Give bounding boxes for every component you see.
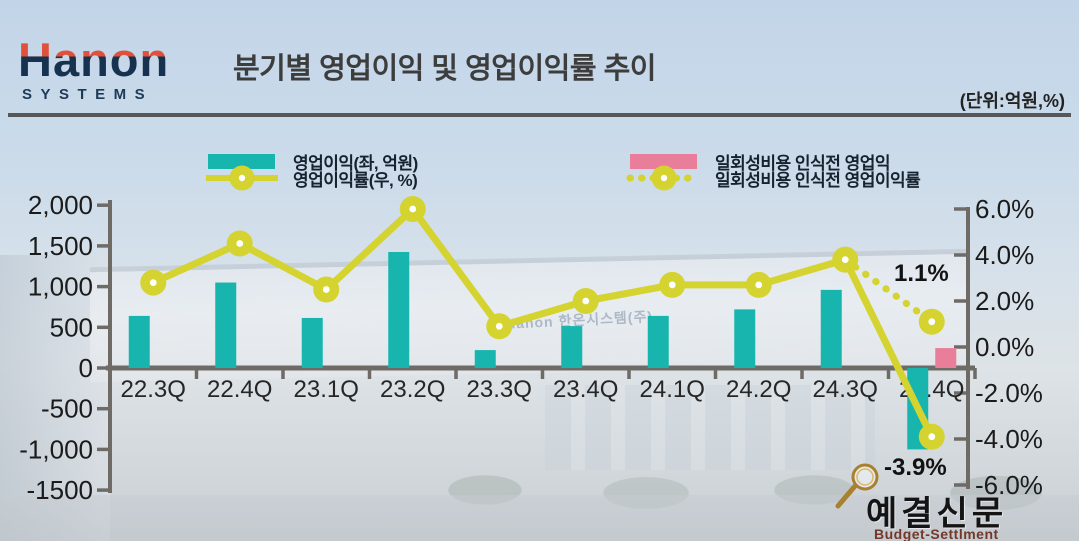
right-tick-label: -6.0% (975, 470, 1043, 500)
x-axis-labels: 22.3Q 22.4Q 23.1Q 23.2Q 23.3Q 23.4Q 24.1Q 24.2Q… (121, 376, 965, 403)
right-tick-label: -4.0% (975, 424, 1043, 454)
header-divider (8, 113, 1071, 117)
legend-item-operating-profit: 영업이익(좌, 억원) (208, 149, 418, 174)
x-tick-label: 23.2Q (380, 376, 445, 403)
pre-cost-rate-swatch (626, 164, 702, 192)
dotted-line-marker-icon (626, 165, 702, 191)
x-tick-label: 24.1Q (640, 376, 705, 403)
x-tick-label: 22.4Q (207, 376, 272, 403)
x-tick-label: 23.3Q (467, 376, 532, 403)
left-tick-label: 2,000 (28, 190, 93, 220)
right-tick-label: 0.0% (975, 332, 1034, 362)
pre-cost-profit-swatch (630, 154, 697, 169)
legend-label: 일회성비용 인식전 영업이익률 (715, 170, 921, 190)
pre-cost-profit-bar (935, 348, 957, 368)
unit-label: (단위:억원,%) (959, 91, 1065, 111)
right-axis-ticks: 6.0% 4.0% 2.0% 0.0% -2.0% -4.0% -6.0% (954, 194, 1043, 500)
operating-profit-bar (820, 289, 842, 368)
pre-cost-rate-line (841, 256, 936, 326)
left-tick-label: 1,000 (28, 272, 93, 302)
hanon-logo: Hanon SYSTEMS (18, 36, 218, 103)
operating-profit-bar (647, 315, 669, 368)
legend-label: 영업이익률(우, %) (293, 170, 418, 190)
right-tick-label: 4.0% (975, 240, 1034, 270)
left-tick-label: 500 (50, 312, 93, 342)
operating-profit-bar (474, 350, 496, 368)
left-axis-ticks: 2,000 1,500 1,000 500 0 -500 -1,000 -1500 (19, 190, 110, 505)
legend-item-profit-rate: 영업이익률(우, %) (204, 164, 418, 192)
right-tick-label: -2.0% (975, 378, 1043, 408)
x-tick-label: 24.2Q (726, 376, 791, 403)
annotation-q4-rate: -3.9% (884, 454, 947, 481)
legend-item-pre-cost-profit: 일회성비용 인식전 영업익 (630, 149, 891, 174)
x-tick-label: 23.1Q (294, 376, 359, 403)
legend-label: 일회성비용 인식전 영업익 (715, 154, 891, 173)
watermark-korean: 예결신문 (866, 495, 1008, 533)
x-tick-label: 24.3Q (813, 376, 878, 403)
hanon-logo-systems: SYSTEMS (22, 86, 154, 103)
watermark-english: Budget-Settlment (874, 526, 999, 541)
bar-series (128, 252, 957, 450)
hanon-logo-wordmark: Hanon (18, 36, 218, 83)
magnifier-icon (835, 463, 879, 509)
left-tick-label: 1,500 (28, 231, 93, 261)
page-title: 분기별 영업이익 및 영업이익률 추이 (233, 53, 656, 85)
legend-label: 영업이익(좌, 억원) (293, 154, 418, 173)
operating-profit-swatch (208, 154, 275, 169)
x-tick-label: 22.3Q (121, 376, 186, 403)
annotation-pre-cost-rate: 1.1% (894, 260, 949, 287)
right-tick-label: 2.0% (975, 286, 1034, 316)
x-tick-label: 23.4Q (553, 376, 618, 403)
legend-item-pre-cost-rate: 일회성비용 인식전 영업이익률 (626, 164, 921, 192)
profit-rate-line (140, 196, 945, 450)
line-marker-icon (206, 165, 278, 191)
left-tick-label: -1,000 (19, 434, 93, 464)
operating-profit-bar (128, 315, 150, 368)
left-tick-label: -1500 (27, 475, 94, 505)
profit-rate-swatch (204, 164, 280, 192)
operating-profit-bar (734, 309, 756, 368)
operating-profit-bar (301, 317, 323, 368)
left-tick-label: 0 (79, 353, 93, 383)
operating-profit-bar (388, 252, 410, 368)
operating-profit-bar (215, 282, 237, 368)
right-tick-label: 6.0% (975, 194, 1034, 224)
left-tick-label: -500 (41, 394, 93, 424)
operating-profit-bar (561, 326, 583, 368)
